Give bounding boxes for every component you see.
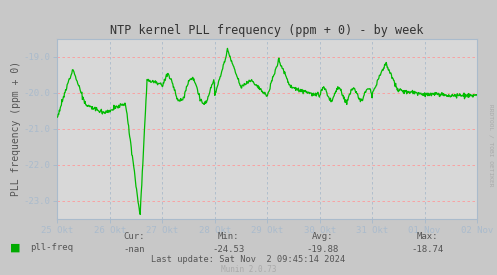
- Text: Max:: Max:: [416, 232, 438, 241]
- Text: RRDTOOL / TOBI OETIKER: RRDTOOL / TOBI OETIKER: [488, 104, 493, 187]
- Title: NTP kernel PLL frequency (ppm + 0) - by week: NTP kernel PLL frequency (ppm + 0) - by …: [110, 24, 424, 37]
- Text: -24.53: -24.53: [213, 245, 245, 254]
- Text: ■: ■: [10, 243, 20, 252]
- Text: pll-freq: pll-freq: [30, 243, 73, 252]
- Text: Munin 2.0.73: Munin 2.0.73: [221, 265, 276, 274]
- Text: Min:: Min:: [218, 232, 240, 241]
- Y-axis label: PLL frequency (ppm + 0): PLL frequency (ppm + 0): [10, 61, 20, 196]
- Text: Last update: Sat Nov  2 09:45:14 2024: Last update: Sat Nov 2 09:45:14 2024: [152, 255, 345, 264]
- Text: -18.74: -18.74: [412, 245, 443, 254]
- Text: Cur:: Cur:: [123, 232, 145, 241]
- Text: Avg:: Avg:: [312, 232, 334, 241]
- Text: -nan: -nan: [123, 245, 145, 254]
- Text: -19.88: -19.88: [307, 245, 339, 254]
